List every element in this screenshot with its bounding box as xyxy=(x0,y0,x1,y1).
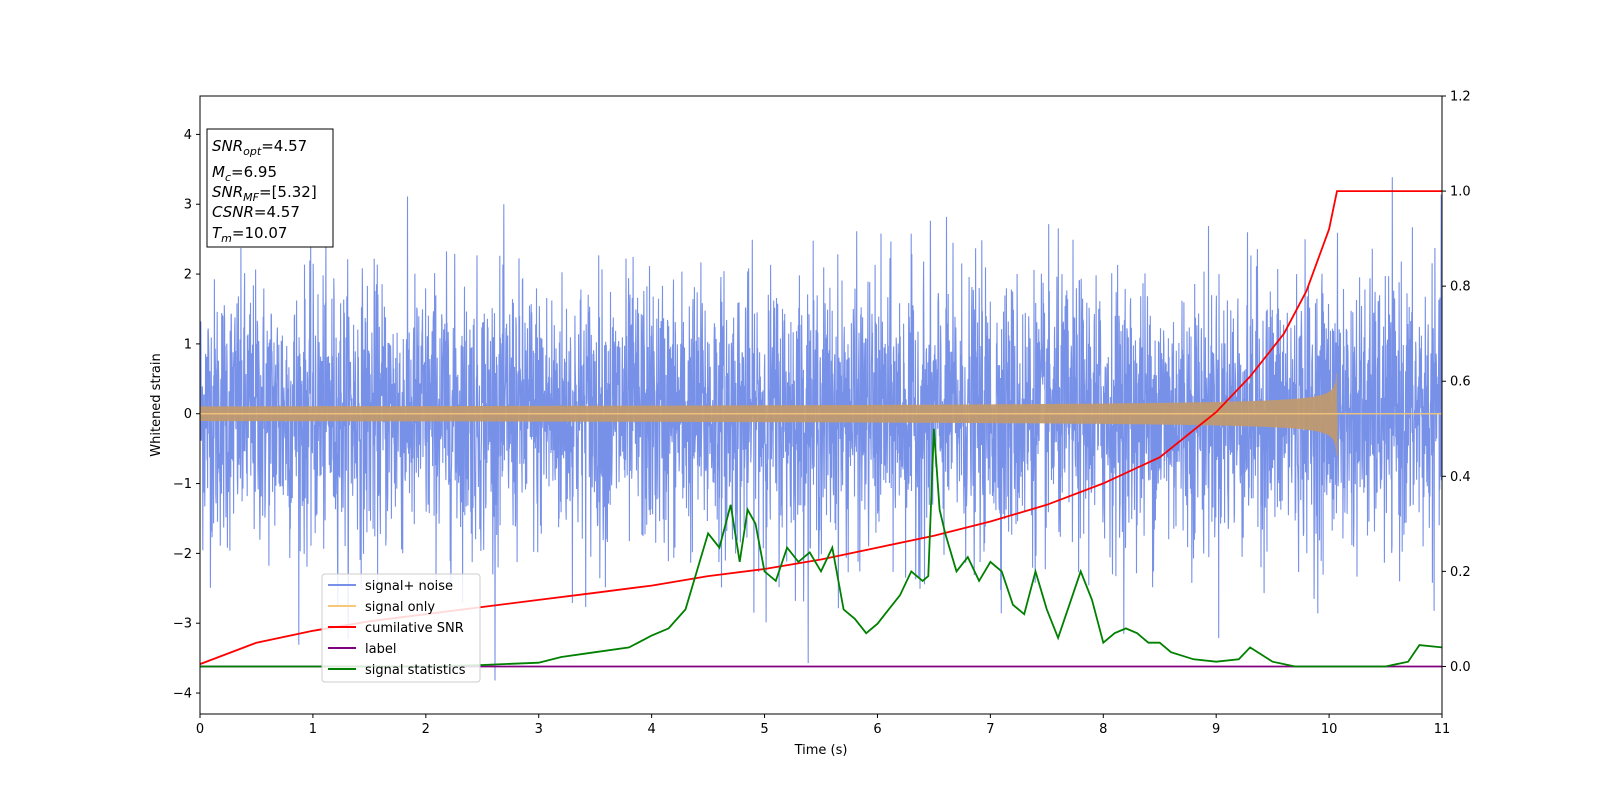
y-axis-left: −4 −3 −2 −1 0 1 2 3 4 xyxy=(173,128,200,702)
svg-text:signal+ noise: signal+ noise xyxy=(365,579,453,594)
info-mc: Mc=6.95 xyxy=(212,163,277,184)
legend-item-label: label xyxy=(328,642,396,657)
legend-item-signal-noise: signal+ noise xyxy=(328,579,453,594)
y-axis-right: 0.0 0.2 0.4 0.6 0.8 1.0 1.2 xyxy=(1442,90,1471,675)
legend-item-cumulative-snr: cumilative SNR xyxy=(328,621,464,636)
y2-tick-label: 0.2 xyxy=(1450,565,1471,580)
x-tick-label: 6 xyxy=(873,722,881,737)
y-tick-label: −1 xyxy=(173,477,192,492)
svg-text:signal statistics: signal statistics xyxy=(365,663,466,678)
svg-text:cumilative SNR: cumilative SNR xyxy=(365,621,464,636)
y-tick-label: 1 xyxy=(184,337,192,352)
legend-item-signal-statistics: signal statistics xyxy=(328,663,466,678)
x-tick-label: 10 xyxy=(1321,722,1338,737)
plot-frame xyxy=(199,95,1443,715)
info-tm: Tm=10.07 xyxy=(212,224,287,245)
x-tick-label: 4 xyxy=(647,722,655,737)
y2-tick-label: 0.6 xyxy=(1450,375,1471,390)
x-tick-label: 2 xyxy=(422,722,430,737)
x-axis: 0 1 2 3 4 5 6 7 8 9 10 11 xyxy=(196,714,1450,737)
x-tick-label: 3 xyxy=(535,722,543,737)
y-tick-label: 0 xyxy=(184,407,192,422)
y-tick-label: −3 xyxy=(173,617,192,632)
y2-tick-label: 0.0 xyxy=(1450,660,1471,675)
y-tick-label: 4 xyxy=(184,128,192,143)
y-axis-label: Whitened strain xyxy=(149,353,164,456)
x-tick-label: 1 xyxy=(309,722,317,737)
info-snr-mf: SNRMF=[5.32] xyxy=(212,183,317,204)
series-signal-statistics xyxy=(200,428,1442,668)
y2-tick-label: 0.4 xyxy=(1450,470,1471,485)
x-tick-label: 11 xyxy=(1434,722,1451,737)
y2-tick-label: 0.8 xyxy=(1450,280,1471,295)
info-box: SNRopt=4.57 Mc=6.95 SNRMF=[5.32] CSNR=4.… xyxy=(206,128,334,248)
x-tick-label: 5 xyxy=(760,722,768,737)
svg-text:label: label xyxy=(365,642,396,657)
y-tick-label: 2 xyxy=(184,268,192,283)
x-axis-label: Time (s) xyxy=(794,743,848,758)
x-tick-label: 0 xyxy=(196,722,204,737)
y-tick-label: −4 xyxy=(173,687,192,702)
y-tick-label: −2 xyxy=(173,547,192,562)
y2-tick-label: 1.2 xyxy=(1450,90,1471,105)
x-tick-label: 7 xyxy=(986,722,994,737)
info-snr-opt: SNRopt=4.57 xyxy=(212,137,307,158)
x-tick-label: 9 xyxy=(1212,722,1220,737)
y-tick-label: 3 xyxy=(184,198,192,213)
legend-item-signal-only: signal only xyxy=(328,600,435,615)
legend: signal+ noise signal only cumilative SNR… xyxy=(321,573,481,683)
svg-text:signal only: signal only xyxy=(365,600,435,615)
info-csnr: CSNR=4.57 xyxy=(212,203,300,221)
x-tick-label: 8 xyxy=(1099,722,1107,737)
y2-tick-label: 1.0 xyxy=(1450,185,1471,200)
